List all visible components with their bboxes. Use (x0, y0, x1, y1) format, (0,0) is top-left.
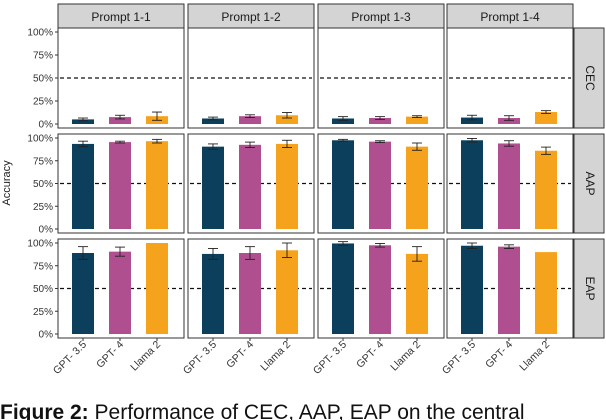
bar-llama-2 (276, 143, 298, 229)
panel-border (317, 133, 445, 234)
bar-gpt-3-5 (202, 146, 224, 229)
panel-border (57, 27, 185, 129)
panel-background (318, 28, 444, 128)
panel-border (57, 238, 185, 339)
x-tick-label: Llama 2 (517, 339, 552, 374)
bar-gpt-3-5 (72, 253, 94, 334)
bar-gpt-4 (369, 141, 391, 229)
panel-border (187, 133, 315, 234)
x-tick-label: GPT- 3.5 (51, 339, 89, 377)
row-strip-label: AAP (583, 171, 597, 195)
row-strip-label: EAP (583, 276, 597, 300)
bar-gpt-3-5 (72, 143, 94, 229)
row-strip (573, 133, 605, 234)
y-tick-label: 0% (39, 330, 54, 341)
bar-gpt-4 (109, 142, 131, 229)
y-tick-label: 50% (33, 179, 53, 190)
column-strip-label: Prompt 1-4 (480, 10, 540, 24)
row-strip-label: CEC (583, 65, 597, 91)
bar-llama-2 (276, 250, 298, 334)
panel-border (446, 27, 574, 129)
x-tick-label: Llama 2 (128, 339, 163, 374)
panel-background (447, 28, 573, 128)
x-tick-label: GPT- 3.5 (181, 339, 219, 377)
y-tick-label: 100% (27, 28, 53, 39)
panel-border (446, 238, 574, 339)
bar-llama-2 (535, 150, 557, 229)
caption-label: Figure 2: (0, 401, 89, 420)
bar-llama-2 (535, 112, 557, 124)
bar-gpt-4 (239, 253, 261, 334)
bar-gpt-4 (498, 246, 520, 334)
bar-gpt-4 (369, 245, 391, 334)
bar-llama-2 (406, 146, 428, 229)
y-tick-label: 75% (33, 51, 53, 62)
x-tick-label: Llama 2 (388, 339, 423, 374)
y-tick-label: 75% (33, 261, 53, 272)
panel-border (446, 133, 574, 234)
column-strip-label: Prompt 1-3 (351, 10, 411, 24)
y-tick-label: 25% (33, 307, 53, 318)
x-tick-label: GPT- 3.5 (440, 339, 478, 377)
panel-border (317, 238, 445, 339)
caption-text: Performance of CEC, AAP, EAP on the cent… (88, 401, 525, 420)
y-tick-label: 50% (33, 284, 53, 295)
y-axis-title: Accuracy (1, 160, 13, 206)
panel-border (187, 238, 315, 339)
bar-gpt-4 (109, 251, 131, 334)
bar-gpt-4 (239, 116, 261, 124)
bar-gpt-4 (498, 118, 520, 124)
y-tick-label: 25% (33, 202, 53, 213)
y-tick-label: 25% (33, 97, 53, 108)
bar-gpt-3-5 (461, 140, 483, 229)
panel-border (317, 27, 445, 129)
bar-gpt-3-5 (202, 253, 224, 334)
bar-gpt-3-5 (202, 118, 224, 124)
bar-gpt-3-5 (461, 245, 483, 334)
panel-background (58, 28, 184, 128)
bar-gpt-4 (369, 118, 391, 124)
y-tick-label: 75% (33, 156, 53, 167)
bar-gpt-3-5 (461, 117, 483, 124)
row-strip (573, 27, 605, 129)
y-tick-label: 0% (39, 225, 54, 236)
figure-caption: Figure 2: Performance of CEC, AAP, EAP o… (0, 401, 606, 420)
bar-llama-2 (146, 141, 168, 229)
x-tick-label: GPT- 4 (483, 339, 515, 371)
row-strip (573, 238, 605, 339)
panel-background (188, 28, 314, 128)
x-tick-label: Llama 2 (258, 339, 293, 374)
y-tick-label: 50% (33, 74, 53, 85)
y-tick-label: 100% (27, 239, 53, 250)
bar-llama-2 (406, 116, 428, 124)
column-strip-label: Prompt 1-1 (91, 10, 151, 24)
x-tick-label: GPT- 4 (94, 339, 126, 371)
y-tick-label: 100% (27, 134, 53, 145)
x-tick-label: GPT- 3.5 (311, 339, 349, 377)
x-tick-label: GPT- 4 (354, 339, 386, 371)
column-strip (446, 3, 574, 30)
y-tick-label: 0% (39, 120, 54, 131)
bar-gpt-4 (239, 144, 261, 229)
bar-gpt-3-5 (332, 243, 354, 334)
bar-gpt-3-5 (332, 140, 354, 229)
bar-llama-2 (535, 252, 557, 334)
panel-border (187, 27, 315, 129)
bar-gpt-4 (498, 143, 520, 229)
x-tick-label: GPT- 4 (224, 339, 256, 371)
bar-gpt-3-5 (332, 118, 354, 124)
panel-border (57, 133, 185, 234)
column-strip (187, 3, 315, 30)
bar-llama-2 (146, 243, 168, 334)
bar-llama-2 (276, 115, 298, 124)
bar-llama-2 (406, 253, 428, 334)
column-strip (57, 3, 185, 30)
bar-gpt-4 (109, 117, 131, 124)
bar-gpt-3-5 (72, 119, 94, 124)
column-strip-label: Prompt 1-2 (221, 10, 281, 24)
